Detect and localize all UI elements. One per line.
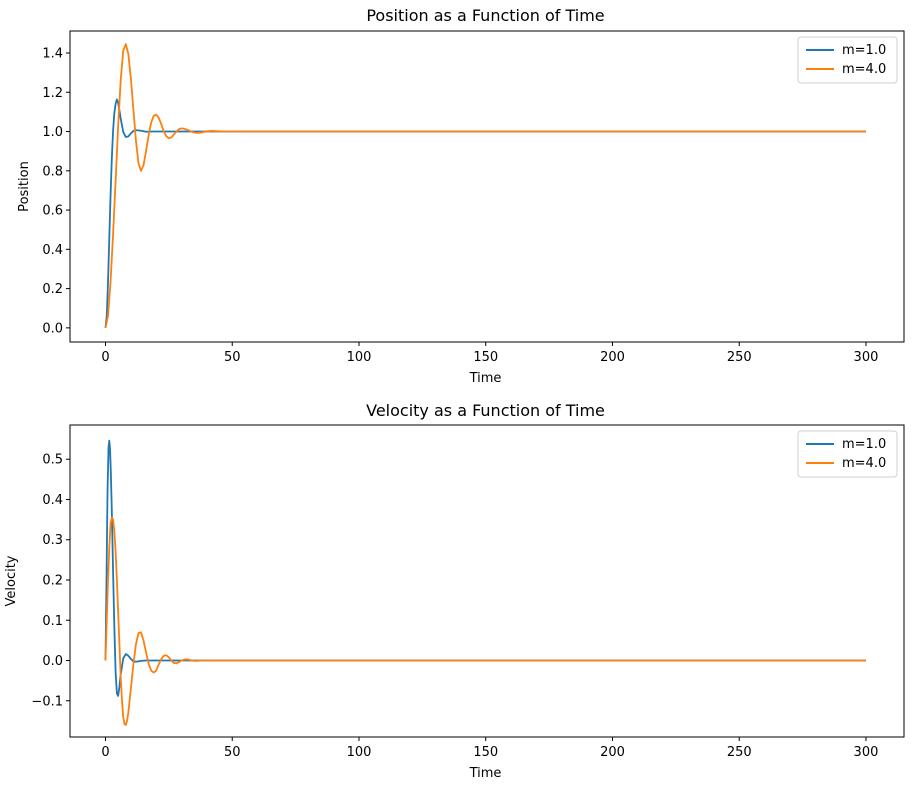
x-tick-label: 100 — [347, 350, 372, 365]
series-line-1 — [104, 43, 866, 329]
legend-box — [797, 36, 898, 84]
y-tick-label: 0.2 — [42, 282, 63, 297]
x-tick-label: 150 — [473, 745, 498, 760]
x-tick-label: 50 — [224, 745, 241, 760]
x-tick-label: 100 — [347, 745, 372, 760]
x-axis-label: Time — [469, 371, 502, 386]
series-lines — [104, 439, 866, 726]
legend-entry-1: m=4.0 — [842, 62, 886, 77]
y-axis-label: Velocity — [4, 555, 19, 606]
y-tick-label: 0.6 — [42, 204, 63, 219]
x-ticks: 0 50 100 150 200 250 300 — [101, 737, 878, 760]
y-tick-label: 0.4 — [42, 493, 63, 508]
y-tick-label: 0.0 — [42, 654, 63, 669]
x-tick-label: 50 — [224, 350, 241, 365]
x-tick-label: 300 — [854, 350, 879, 365]
y-tick-label: 0.3 — [42, 533, 63, 548]
y-tick-label: −0.1 — [31, 694, 63, 709]
x-tick-label: 150 — [473, 350, 498, 365]
series-line-1 — [104, 516, 866, 726]
x-tick-label: 200 — [600, 745, 625, 760]
y-axis-label: Position — [17, 161, 32, 212]
x-tick-label: 250 — [727, 745, 752, 760]
x-tick-label: 250 — [727, 350, 752, 365]
series-line-0 — [104, 439, 866, 697]
chart-title: Velocity as a Function of Time — [366, 401, 605, 420]
y-tick-label: 1.0 — [42, 125, 63, 140]
legend: m=1.0 m=4.0 — [797, 430, 898, 478]
velocity-chart: Velocity as a Function of Time 0 50 100 150… — [4, 401, 905, 781]
chart-title: Position as a Function of Time — [366, 6, 604, 25]
series-line-0 — [104, 98, 866, 328]
y-tick-label: 1.4 — [42, 46, 63, 61]
plot-area — [69, 30, 905, 343]
legend-entry-0: m=1.0 — [842, 43, 886, 58]
x-tick-label: 300 — [854, 745, 879, 760]
series-lines — [104, 43, 866, 329]
x-tick-label: 200 — [600, 350, 625, 365]
legend: m=1.0 m=4.0 — [797, 36, 898, 84]
y-tick-label: 0.4 — [42, 243, 63, 258]
x-tick-label: 0 — [101, 350, 109, 365]
y-tick-label: 0.0 — [42, 321, 63, 336]
legend-entry-1: m=4.0 — [842, 456, 886, 471]
legend-box — [797, 430, 898, 478]
y-ticks: 0.0 0.2 0.4 0.6 0.8 1.0 1.2 1.4 — [42, 46, 70, 336]
x-axis-label: Time — [469, 766, 502, 781]
y-tick-label: 0.5 — [42, 453, 63, 468]
x-ticks: 0 50 100 150 200 250 300 — [101, 342, 878, 365]
position-chart: Position as a Function of Time 0 50 100 150… — [17, 6, 905, 386]
y-tick-label: 0.2 — [42, 573, 63, 588]
y-ticks: −0.1 0.0 0.1 0.2 0.3 0.4 0.5 — [31, 453, 70, 709]
y-tick-label: 0.8 — [42, 164, 63, 179]
y-tick-label: 0.1 — [42, 614, 63, 629]
x-tick-label: 0 — [101, 745, 109, 760]
plot-area — [69, 424, 905, 738]
y-tick-label: 1.2 — [42, 86, 63, 101]
legend-entry-0: m=1.0 — [842, 437, 886, 452]
